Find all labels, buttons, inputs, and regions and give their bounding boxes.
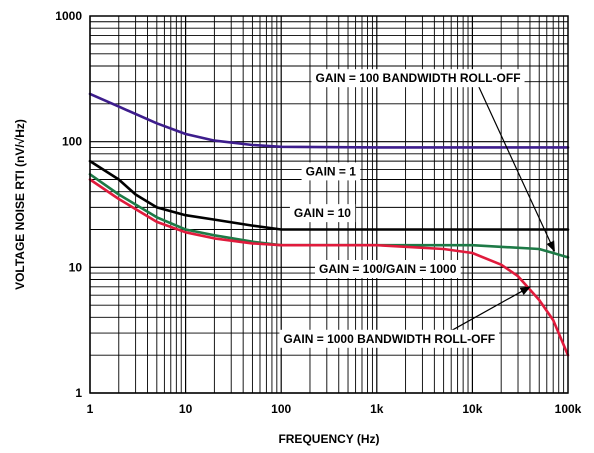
annotation-background (279, 329, 500, 348)
y-tick-label: 100 (62, 135, 82, 149)
annotation-label: GAIN = 100/GAIN = 1000 (319, 262, 457, 276)
annotation-background (289, 204, 356, 223)
series-line-0 (88, 92, 570, 149)
tick-labels: 1 10 100 1k 10k 100k 1 10 100 1000 (55, 9, 581, 416)
y-tick-label: 1000 (55, 9, 82, 23)
annotation-2: GAIN = 10 (289, 204, 356, 223)
annotation-1: GAIN = 1 (301, 162, 361, 181)
plot-frame (89, 15, 569, 394)
annotations: GAIN = 100 BANDWIDTH ROLL-OFF GAIN = 1 GAI… (279, 69, 555, 348)
x-tick-label: 100 (271, 402, 291, 416)
annotation-3: GAIN = 100/GAIN = 1000 (314, 259, 461, 278)
x-tick-label: 10k (462, 402, 482, 416)
x-axis-title: FREQUENCY (Hz) (278, 432, 379, 446)
series-line-1 (88, 159, 570, 231)
y-tick-label: 1 (75, 386, 82, 400)
series-lines (88, 92, 570, 357)
x-tick-label: 1k (370, 402, 384, 416)
x-tick-label: 1 (87, 402, 94, 416)
annotation-0: GAIN = 100 BANDWIDTH ROLL-OFF (311, 69, 555, 253)
annotation-arrow (477, 84, 555, 253)
x-tick-label: 100k (555, 402, 582, 416)
annotation-label: GAIN = 1000 BANDWIDTH ROLL-OFF (283, 332, 495, 346)
y-tick-label: 10 (69, 260, 83, 274)
series-line-3 (88, 178, 570, 357)
annotation-label: GAIN = 10 (294, 206, 351, 220)
y-axis-title: VOLTAGE NOISE RTI (nV/√Hz) (13, 119, 27, 290)
annotation-background (311, 69, 525, 88)
annotation-4: GAIN = 1000 BANDWIDTH ROLL-OFF (279, 286, 532, 348)
annotation-label: GAIN = 1 (306, 164, 357, 178)
annotation-background (314, 259, 461, 278)
annotation-label: GAIN = 100 BANDWIDTH ROLL-OFF (316, 71, 521, 85)
annotation-arrow (448, 286, 532, 333)
annotation-background (301, 162, 361, 181)
x-tick-label: 10 (179, 402, 193, 416)
